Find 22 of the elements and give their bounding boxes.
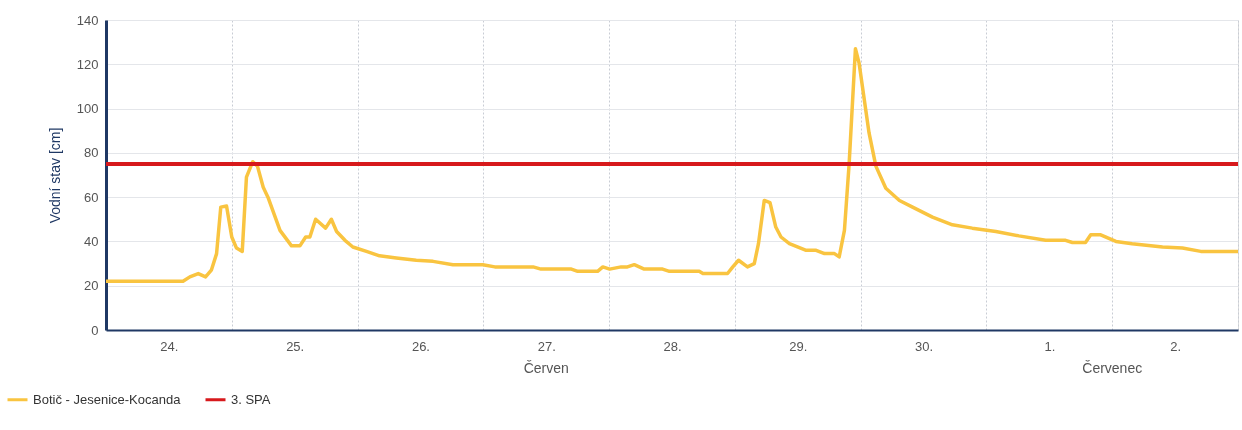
legend-label: 3. SPA	[231, 391, 271, 407]
x-tick-label: 30.	[915, 338, 934, 354]
y-tick-label: 40	[84, 233, 99, 249]
y-tick-label: 80	[84, 145, 99, 161]
x-tick-label: 27.	[537, 338, 556, 354]
x-tick-label: 29.	[789, 338, 808, 354]
x-tick-label: 28.	[663, 338, 682, 354]
y-tick-label: 120	[76, 56, 99, 72]
x-tick-label: 26.	[411, 338, 430, 354]
y-tick-label: 140	[76, 12, 99, 28]
text: Červen	[523, 360, 569, 376]
x-tick-label: 1.	[1044, 338, 1056, 354]
y-tick-label: 0	[91, 322, 99, 338]
x-tick-label: 25.	[286, 338, 305, 354]
y-axis-title: Vodní stav [cm]	[46, 127, 63, 224]
x-tick-label: 2.	[1170, 338, 1182, 354]
x-tick-label: 24.	[160, 338, 179, 354]
text: Červenec	[1082, 360, 1143, 376]
y-tick-label: 100	[76, 101, 99, 117]
legend-label: Botič - Jesenice-Kocanda	[33, 391, 182, 407]
y-tick-label: 60	[84, 189, 99, 205]
y-tick-label: 20	[84, 278, 99, 294]
